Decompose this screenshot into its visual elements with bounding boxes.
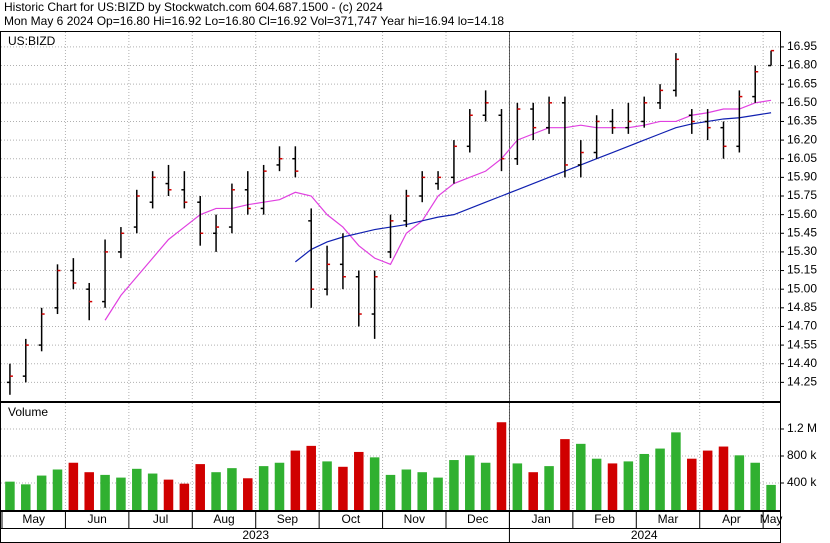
y-tick-label: 16.05 — [787, 151, 817, 165]
volume-bar — [243, 478, 253, 510]
volume-bar — [369, 457, 380, 510]
volume-bar — [227, 468, 237, 510]
volume-label: Volume — [8, 405, 48, 419]
volume-bar — [639, 453, 649, 510]
x-tick-label: Oct — [342, 512, 361, 526]
y-tick-label: 16.50 — [787, 95, 817, 109]
x-tick-label: May — [760, 512, 783, 526]
year-label: 2024 — [631, 528, 658, 542]
y-tick-label: 15.75 — [787, 188, 817, 202]
chart-subtitle: Mon May 6 2024 Op=16.80 Hi=16.92 Lo=16.8… — [4, 14, 504, 28]
y-tick-label: 15.15 — [787, 263, 817, 277]
volume-panel — [0, 402, 781, 511]
volume-bar — [385, 474, 396, 510]
volume-bar — [766, 484, 776, 510]
volume-bar — [560, 439, 570, 510]
volume-bar — [274, 462, 285, 510]
x-tick-label: Sep — [277, 512, 299, 526]
x-tick-label: Aug — [213, 512, 234, 526]
y-tick-label: 15.90 — [787, 170, 817, 184]
symbol-label: US:BIZD — [8, 34, 56, 48]
volume-bar — [734, 455, 745, 510]
volume-bar — [36, 475, 47, 510]
volume-bar — [195, 464, 205, 510]
x-tick-label: Jul — [153, 512, 168, 526]
volume-bar — [607, 463, 618, 510]
y-tick-label: 800 k — [787, 448, 817, 462]
volume-bar — [623, 461, 634, 510]
volume-bar — [528, 472, 538, 510]
volume-bar — [5, 481, 15, 510]
volume-bar — [512, 463, 523, 510]
volume-bar — [290, 450, 301, 510]
volume-bar — [417, 472, 427, 510]
volume-bar — [750, 462, 760, 510]
y-tick-label: 14.40 — [787, 356, 817, 370]
volume-bar — [52, 469, 63, 510]
volume-bar — [116, 477, 126, 510]
y-tick-label: 16.65 — [787, 76, 817, 90]
y-tick-label: 15.60 — [787, 207, 817, 221]
volume-bar — [576, 443, 586, 510]
volume-bar — [21, 484, 31, 510]
volume-bar — [655, 448, 665, 510]
volume-bar — [702, 450, 713, 510]
x-tick-label: Jun — [87, 512, 106, 526]
volume-bar — [480, 462, 491, 510]
volume-bar — [354, 451, 364, 510]
y-tick-label: 15.30 — [787, 244, 817, 258]
volume-bar — [68, 462, 79, 510]
y-tick-label: 1.2 M — [787, 421, 817, 435]
volume-bar — [147, 473, 158, 510]
volume-bar — [433, 477, 443, 510]
x-tick-label: Feb — [594, 512, 615, 526]
moving-average-line — [104, 99, 772, 321]
y-tick-label: 15.45 — [787, 225, 817, 239]
price-panel — [0, 31, 781, 402]
y-tick-label: 16.80 — [787, 58, 817, 72]
x-tick-label: Jan — [531, 512, 550, 526]
volume-bar — [449, 460, 459, 510]
volume-bar — [338, 466, 348, 510]
volume-bar — [100, 474, 110, 510]
volume-bar — [84, 472, 94, 510]
x-tick-label: Nov — [404, 512, 425, 526]
volume-bar — [401, 469, 412, 510]
volume-bar — [132, 468, 142, 510]
volume-bar — [179, 483, 190, 510]
volume-bar — [718, 446, 729, 510]
y-tick-label: 16.35 — [787, 114, 817, 128]
y-tick-label: 15.00 — [787, 281, 817, 295]
volume-bar — [211, 472, 221, 510]
chart-title: Historic Chart for US:BIZD by Stockwatch… — [4, 0, 383, 14]
volume-bar — [591, 458, 602, 510]
x-tick-label: Mar — [658, 512, 679, 526]
volume-bar — [258, 466, 269, 510]
volume-bar — [322, 461, 332, 510]
y-tick-label: 400 k — [787, 475, 817, 489]
x-tick-label: May — [22, 512, 45, 526]
volume-bar — [306, 445, 316, 510]
x-tick-label: Dec — [467, 512, 488, 526]
volume-bar — [163, 479, 174, 510]
volume-bar — [496, 422, 507, 510]
volume-bar — [544, 466, 554, 510]
year-label: 2023 — [242, 528, 269, 542]
x-tick-label: Apr — [722, 512, 741, 526]
y-tick-label: 14.25 — [787, 375, 817, 389]
y-tick-label: 14.70 — [787, 319, 817, 333]
y-tick-label: 16.95 — [787, 39, 817, 53]
y-tick-label: 14.55 — [787, 337, 817, 351]
y-tick-label: 14.85 — [787, 300, 817, 314]
volume-bar — [687, 458, 697, 510]
y-tick-label: 16.20 — [787, 132, 817, 146]
volume-bar — [671, 432, 681, 510]
volume-bar — [465, 455, 475, 510]
